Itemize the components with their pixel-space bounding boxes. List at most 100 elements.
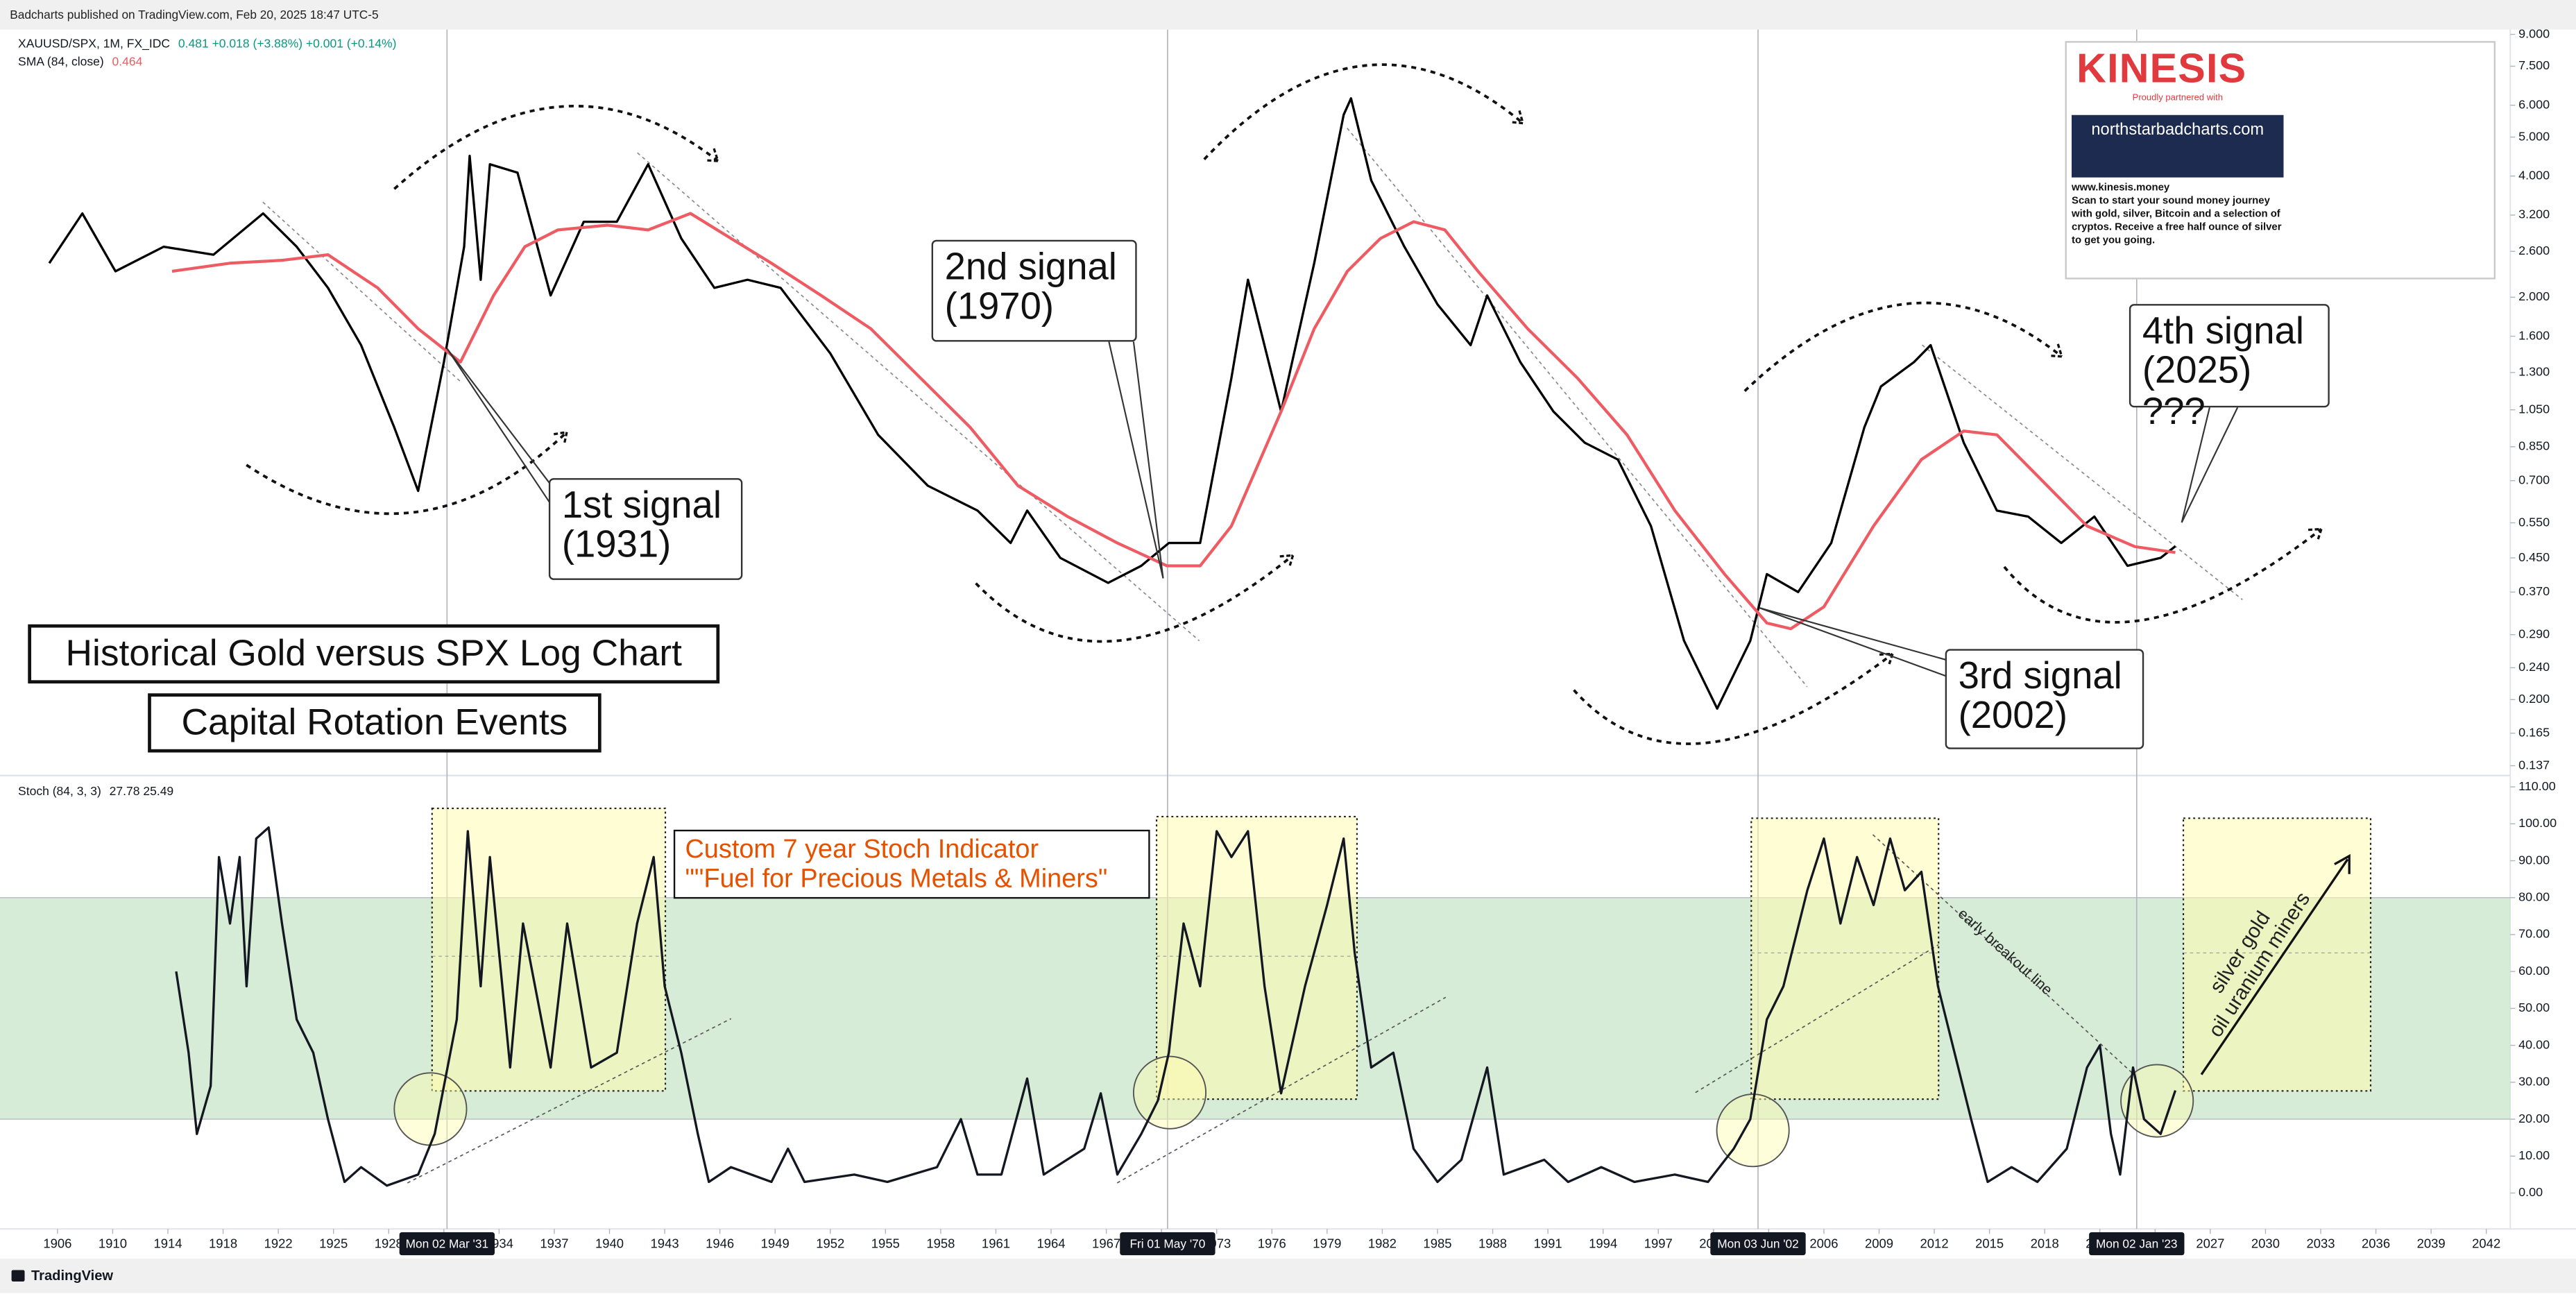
footer-logo xyxy=(11,1270,25,1282)
x-tick-label: 2018 xyxy=(2031,1236,2059,1251)
callout-line xyxy=(1108,341,1164,579)
arc-arrow xyxy=(2003,527,2323,624)
x-tick-label: 1906 xyxy=(43,1236,71,1251)
y-tick-label: 0.700 xyxy=(2518,473,2550,487)
y-tick-label: 9.000 xyxy=(2518,26,2550,40)
x-tick-label: 1940 xyxy=(595,1236,624,1251)
marker-label: Mon 03 Jun '02 xyxy=(1717,1236,1799,1250)
x-tick-label: 2030 xyxy=(2251,1236,2280,1251)
y-tick-label: 4.000 xyxy=(2518,169,2550,182)
series-line xyxy=(48,97,2176,710)
y-tick-label: 0.550 xyxy=(2518,515,2550,529)
y-tick-label: 2.000 xyxy=(2518,289,2550,303)
legend-value: 0.464 xyxy=(112,55,143,69)
top-bar-text: Badcharts published on TradingView.com, … xyxy=(10,8,378,22)
x-tick-label: 2015 xyxy=(1975,1236,2004,1251)
x-tick-label: 1958 xyxy=(926,1236,955,1251)
highlight-circle xyxy=(1132,1055,1207,1130)
trend-line xyxy=(1922,344,2243,600)
marker-label-bg xyxy=(1120,1232,1216,1256)
x-tick-label: 1925 xyxy=(319,1236,348,1251)
y-tick-label: 110.00 xyxy=(2518,779,2556,793)
x-tick-label: 1928 xyxy=(375,1236,403,1251)
x-tick-label: 1997 xyxy=(1644,1236,1673,1251)
annotation: 3rd signal (2002) xyxy=(1945,649,2144,749)
y-tick-label: 0.370 xyxy=(2518,584,2550,598)
callout-line xyxy=(1132,341,1164,579)
y-tick-label: 30.00 xyxy=(2518,1075,2550,1089)
footer-bar xyxy=(0,1258,2576,1293)
highlight-circle xyxy=(2120,1064,2194,1138)
x-tick-label: 1918 xyxy=(209,1236,237,1251)
x-tick-label: 1976 xyxy=(1258,1236,1286,1251)
x-tick-label: 2036 xyxy=(2362,1236,2390,1251)
x-tick-label: 1985 xyxy=(1423,1236,1451,1251)
x-tick-label: 1937 xyxy=(540,1236,568,1251)
y-tick-label: 100.00 xyxy=(2518,816,2557,830)
arrow xyxy=(2200,858,2349,1075)
arrow-head xyxy=(704,148,720,162)
y-tick-label: 40.00 xyxy=(2518,1037,2550,1051)
trend-line xyxy=(1695,944,1939,1093)
trend-line xyxy=(262,201,461,382)
chart-title: Historical Gold versus SPX Log Chart xyxy=(28,624,720,684)
indicator-title: Custom 7 year Stoch Indicator xyxy=(685,836,1039,865)
y-tick-label: 20.00 xyxy=(2518,1112,2550,1125)
chart-subtitle: Capital Rotation Events xyxy=(148,693,602,753)
marker-label: Mon 02 Mar '31 xyxy=(406,1236,488,1250)
callout-line xyxy=(1759,607,1949,678)
trend-line xyxy=(1872,834,2136,1077)
x-tick-label: 1994 xyxy=(1589,1236,1617,1251)
y-tick-label: 1.050 xyxy=(2518,402,2550,416)
x-tick-label: 1967 xyxy=(1092,1236,1120,1251)
y-tick-label: 0.240 xyxy=(2518,660,2550,674)
arc-arrow xyxy=(975,554,1294,643)
x-tick-label: 2042 xyxy=(2472,1236,2500,1251)
y-tick-label: 1.600 xyxy=(2518,328,2550,342)
arc-arrow xyxy=(1203,63,1524,160)
indicator-subtitle: ""Fuel for Precious Metals & Miners" xyxy=(685,865,1108,894)
arc-arrow xyxy=(246,431,568,516)
y-tick-label: 60.00 xyxy=(2518,964,2550,978)
arrow-head xyxy=(2334,853,2351,874)
callout-line xyxy=(446,348,553,487)
trend-line xyxy=(1347,128,1808,688)
x-tick-label: 1946 xyxy=(706,1236,734,1251)
x-tick-label: 1964 xyxy=(1037,1236,1065,1251)
zone xyxy=(1155,815,1358,1100)
y-tick-label: 0.00 xyxy=(2518,1185,2543,1199)
y-tick-label: 2.600 xyxy=(2518,244,2550,257)
y-tick-label: 7.500 xyxy=(2518,58,2550,72)
callout-line xyxy=(2181,407,2239,523)
y-tick-label: 0.850 xyxy=(2518,439,2550,453)
y-tick-label: 0.200 xyxy=(2518,692,2550,706)
series-line xyxy=(171,212,2176,631)
annotation: 1st signal (1931) xyxy=(548,478,743,580)
arc-arrow xyxy=(393,105,719,190)
marker-label: Fri 01 May '70 xyxy=(1129,1236,1205,1250)
arc-arrow xyxy=(1743,301,2063,392)
series-line xyxy=(175,826,2177,1187)
ad-brand: KINESIS xyxy=(2076,46,2247,92)
x-tick-label: 1991 xyxy=(1534,1236,1562,1251)
indicator-title-box: Custom 7 year Stoch Indicator ""Fuel for… xyxy=(673,829,1150,899)
marker-label-bg xyxy=(1710,1232,1806,1256)
x-tick-label: 1914 xyxy=(153,1236,182,1251)
x-tick-label: 1988 xyxy=(1478,1236,1507,1251)
y-tick-label: 70.00 xyxy=(2518,927,2550,941)
callout-line xyxy=(2181,407,2210,523)
x-tick-label: 1955 xyxy=(871,1236,900,1251)
legend-name: Stoch (84, 3, 3) xyxy=(18,784,101,798)
legend-value: 27.78 25.49 xyxy=(110,784,174,798)
y-tick-label: 10.00 xyxy=(2518,1148,2550,1162)
sponsor-ad[interactable]: KINESIS Proudly partnered with northstar… xyxy=(2065,41,2496,280)
ad-url: www.kinesis.money xyxy=(2072,182,2170,194)
arrow-head xyxy=(1279,554,1295,569)
x-tick-label: 2006 xyxy=(1809,1236,1838,1251)
legend-value: 0.481 +0.018 (+3.88%) +0.001 (+0.14%) xyxy=(178,37,397,51)
y-tick-label: 0.165 xyxy=(2518,725,2550,739)
x-tick-label: 1979 xyxy=(1313,1236,1341,1251)
